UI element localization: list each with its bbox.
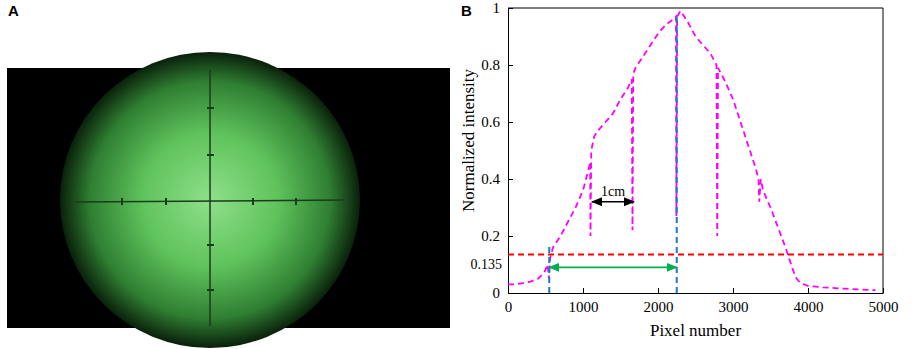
y-tick-mark: [508, 236, 513, 237]
x-axis-title: Pixel number: [650, 321, 741, 340]
x-axis: 0 1000 2000 3000 4000 5000: [505, 288, 899, 315]
y-tick-mark: [508, 122, 513, 123]
y-tick-mark: [508, 179, 513, 180]
x-tick: 4000: [794, 288, 824, 315]
crosshair-horizontal: [75, 200, 345, 202]
crosshair-tick: [207, 154, 214, 156]
y-tick-label: 0.2: [481, 228, 500, 244]
crosshair-tick: [295, 198, 297, 205]
annotation-arrow: [549, 267, 677, 269]
y-tick: 0.6: [481, 114, 513, 130]
x-tick-mark: [883, 288, 884, 293]
y-axis-line: [508, 9, 509, 294]
reference-line: [548, 245, 550, 293]
panel-a: [7, 52, 450, 348]
crosshair-tick: [165, 198, 167, 205]
crosshair-tick: [207, 244, 214, 246]
y-tick-mark: [508, 293, 513, 294]
panel-label: A: [8, 2, 19, 19]
y-tick-label: 0.6: [481, 114, 500, 130]
x-tick-label: 2000: [644, 299, 674, 315]
x-tick-label: 4000: [794, 299, 824, 315]
crosshair-tick: [121, 198, 123, 205]
crosshair-tick: [207, 107, 214, 109]
y-tick: 0.8: [481, 57, 513, 73]
frame-top: [508, 8, 883, 9]
y-axis-title: Normalized intensity: [459, 68, 478, 212]
x-tick: 5000: [869, 288, 899, 315]
x-tick: 1000: [569, 288, 599, 315]
x-tick-label: 3000: [719, 299, 749, 315]
y-tick: 0.2: [481, 228, 513, 244]
y-tick: 0.4: [481, 171, 513, 187]
x-tick: 2000: [644, 288, 674, 315]
reference-line: [508, 254, 883, 256]
frame-right: [883, 8, 884, 293]
y-tick-mark: [508, 8, 513, 9]
reference-label: 0.135: [471, 257, 503, 272]
panel-label: B: [461, 2, 472, 19]
y-tick-label: 0.4: [481, 171, 500, 187]
x-tick-label: 5000: [869, 299, 899, 315]
x-tick-mark: [583, 288, 584, 293]
x-tick-mark: [808, 288, 809, 293]
y-tick: 1: [493, 0, 514, 16]
plot-area: [508, 11, 883, 293]
y-tick-label: 0.8: [481, 57, 500, 73]
x-axis-line: [509, 293, 884, 294]
reference-line: [676, 17, 678, 293]
y-tick-label: 1: [493, 0, 501, 16]
x-tick: 3000: [719, 288, 749, 315]
crosshair-tick: [252, 198, 254, 205]
x-tick-label: 0: [505, 299, 513, 315]
y-tick-label: 0: [493, 285, 501, 301]
y-tick-mark: [508, 65, 513, 66]
x-tick-mark: [733, 288, 734, 293]
crosshair-tick: [207, 289, 214, 291]
x-tick-mark: [658, 288, 659, 293]
annotation-arrow: [592, 201, 634, 203]
panel-b: 0 1000 2000 3000 4000 5000 0 0.2 0.4 0.6 0.8 1 Pixel…: [459, 0, 899, 340]
data-line: [508, 11, 876, 290]
beam-spot: [60, 52, 360, 348]
x-tick-label: 1000: [569, 299, 599, 315]
figure: A B 0 1000 2000 3000 4000 5000 0 0.2 0.4 0.6 0.8 1 Pix…: [0, 0, 913, 349]
annotation-text: 1cm: [601, 184, 625, 199]
y-tick: 0: [493, 285, 514, 301]
